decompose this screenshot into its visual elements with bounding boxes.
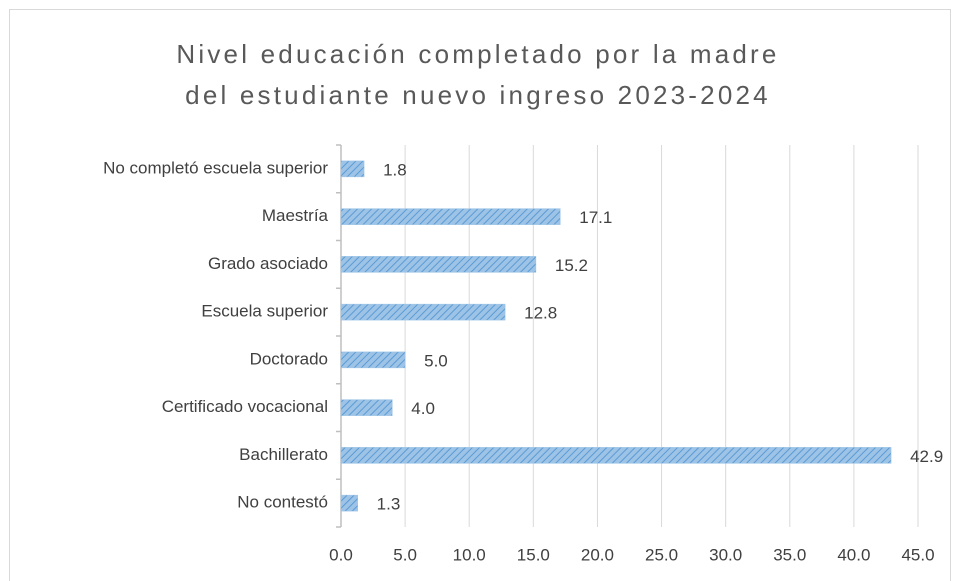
x-tick-label: 40.0 [837, 545, 870, 564]
y-tick-label: Bachillerato [239, 445, 328, 464]
y-tick-label: Grado asociado [208, 254, 328, 273]
y-tick-label: Doctorado [250, 349, 328, 368]
y-tick-label: No completó escuela superior [103, 158, 328, 177]
x-tick-label: 5.0 [393, 545, 417, 564]
data-label: 1.8 [383, 160, 407, 179]
data-label: 12.8 [524, 304, 557, 323]
bar [340, 256, 537, 273]
y-tick-label: Certificado vocacional [162, 397, 328, 416]
x-tick-label: 10.0 [453, 545, 486, 564]
data-label: 1.3 [377, 495, 401, 514]
x-tick-label: 45.0 [901, 545, 934, 564]
x-tick-label: 15.0 [517, 545, 550, 564]
y-tick-label: No contestó [237, 493, 328, 512]
chart-border [9, 9, 951, 581]
bar [340, 351, 406, 369]
bar [340, 399, 393, 416]
data-label: 5.0 [424, 351, 448, 370]
bar [340, 208, 561, 225]
chart-title: del estudiante nuevo ingreso 2023-2024 [185, 80, 771, 110]
data-label: 4.0 [411, 399, 435, 418]
data-label: 17.1 [579, 208, 612, 227]
bar [340, 160, 365, 178]
y-tick-label: Maestría [262, 206, 329, 225]
bar [340, 447, 892, 464]
y-tick-label: Escuela superior [201, 302, 328, 321]
x-tick-label: 20.0 [581, 545, 614, 564]
x-tick-label: 0.0 [329, 545, 353, 564]
bar [340, 303, 506, 321]
data-label: 42.9 [910, 447, 943, 466]
data-label: 15.2 [555, 256, 588, 275]
chart-title: Nivel educación completado por la madre [176, 39, 779, 69]
bar [340, 494, 358, 512]
x-tick-label: 25.0 [645, 545, 678, 564]
x-tick-label: 35.0 [773, 545, 806, 564]
x-tick-label: 30.0 [709, 545, 742, 564]
